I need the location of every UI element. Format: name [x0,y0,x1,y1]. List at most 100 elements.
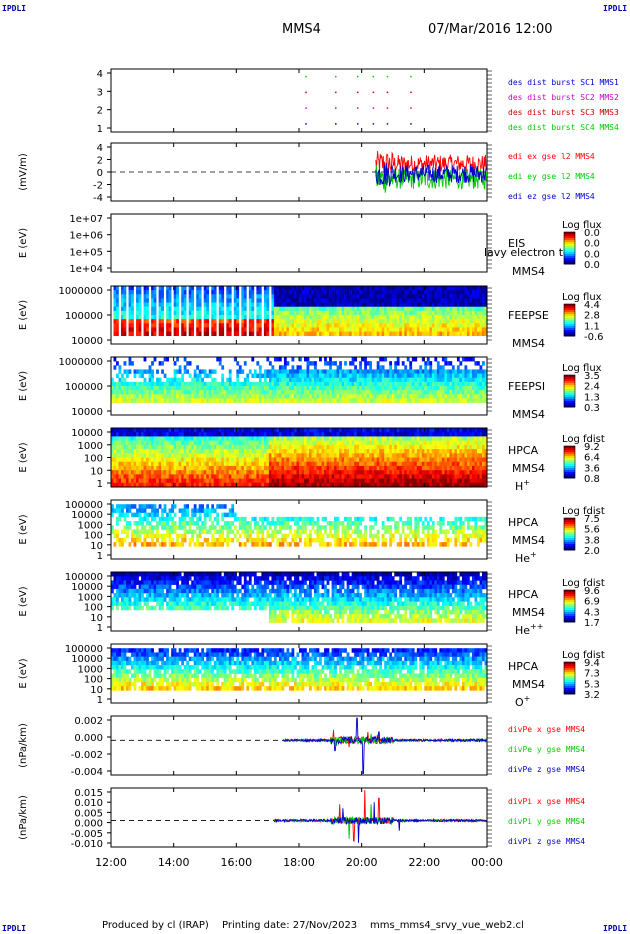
feeps-e-cell [136,286,139,291]
hpca-h-cell [181,478,184,484]
feeps-e-cell [198,323,202,328]
feeps-i-cell [406,357,410,362]
feeps-e-cell [476,298,480,303]
feeps-e-cell [476,286,480,291]
hpca-h-cell [384,428,388,433]
hpca-h-cell [369,453,372,458]
hpca-h-cell [364,428,367,433]
feeps-i-cell [396,373,400,379]
hpca-h-cell [334,457,337,463]
feeps-e-cell [128,315,132,320]
feeps-i-cell [386,381,390,387]
burst-marker [335,107,337,109]
hpca-h-cell [226,474,230,479]
feeps-e-cell [263,302,267,308]
feeps-e-cell [406,306,410,312]
feeps-i-cell [396,369,400,374]
hpca-h-cell [163,444,167,450]
feeps-i-cell [243,381,247,387]
feeps-i-cell [379,365,383,370]
feeps-i-cell [319,398,322,403]
hpca-h-cell [146,465,149,471]
hpca-h-cell [156,478,159,484]
hpca-h-cell [414,461,418,467]
hpca-h-cell [228,470,232,475]
hpca-h-cell [444,440,448,446]
hpca-h-cell [208,482,212,488]
hpca-h-cell [296,428,300,433]
feeps-e-cell [188,315,192,320]
hpca-h-cell [424,465,428,471]
feeps-e-cell [341,294,345,299]
feeps-i-cell [213,398,217,403]
feeps-i-cell [339,394,342,399]
feeps-e-cell [196,294,200,299]
hpca-h-cell [404,470,408,475]
feeps-i-cell [251,381,255,387]
feeps-e-cell [456,302,460,308]
feeps-i-cell [151,369,154,374]
hpca-h-cell [424,440,428,446]
feeps-e-cell [351,306,355,312]
feeps-e-cell [474,310,478,316]
hpca-h-cell [366,470,370,475]
feeps-e-cell [128,302,132,308]
feeps-e-cell [426,286,430,291]
hpca-h-cell [193,453,197,458]
hpca-h-cell [173,457,177,463]
hpca-h-cell [113,457,117,463]
feeps-e-cell [394,286,398,291]
hpca-h-cell [256,478,260,484]
feeps-i-cell [198,369,202,374]
feeps-e-spacecraft-label: MMS4 [512,337,545,350]
feeps-e-cell [228,327,232,332]
feeps-e-cell [321,302,325,308]
feeps-i-cell [469,357,473,362]
feeps-e-cell [276,315,280,320]
feeps-i-cell [409,386,413,391]
hpca-h-cell [216,428,220,433]
feeps-e-cell [226,294,230,299]
feeps-e-cell [416,286,420,291]
feeps-e-cell [419,286,423,291]
feeps-e-cell [203,306,207,312]
feeps-i-cell [278,390,282,395]
feeps-i-cell [456,365,460,370]
feeps-e-cell [336,306,340,312]
feeps-e-cell [309,306,312,312]
hpca-h-cell [268,453,272,458]
hpca-h-cell [158,470,162,475]
hpca-h-cell [451,432,455,437]
feeps-i-cell [304,369,307,374]
hpca-h-cell [268,432,272,437]
hpca-h-cell [324,457,327,463]
feeps-i-cell [148,365,152,370]
feeps-e-cell [288,315,292,320]
feeps-e-cell [371,310,375,316]
feeps-e-cell [161,310,164,316]
feeps-e-cell [191,327,195,332]
hpca-h-cell [341,482,345,488]
feeps-e-cell [386,310,390,316]
feeps-i-cell [409,381,413,387]
feeps-i-cell [476,373,480,379]
hpca-h-cell [321,449,325,454]
feeps-i-cell [471,357,475,362]
feeps-e-cell [123,306,127,312]
feeps-e-cell [409,319,413,324]
feeps-e-cell [319,327,322,332]
hpca-h-cell [116,461,119,467]
hpca-h-cell [341,457,345,463]
hpca-h-cell [256,449,260,454]
feeps-e-cell [359,319,362,324]
feeps-i-cell [364,361,367,366]
feeps-e-cell [424,331,428,337]
hpca-h-cell [431,465,435,471]
feeps-i-cell [351,361,355,366]
feeps-i-cell [334,369,337,374]
hpca-h-cell [128,474,132,479]
feeps-e-cell [466,327,470,332]
hpca-h-cell [301,444,305,450]
feeps-i-cell [391,394,395,399]
feeps-e-cell [198,290,202,295]
